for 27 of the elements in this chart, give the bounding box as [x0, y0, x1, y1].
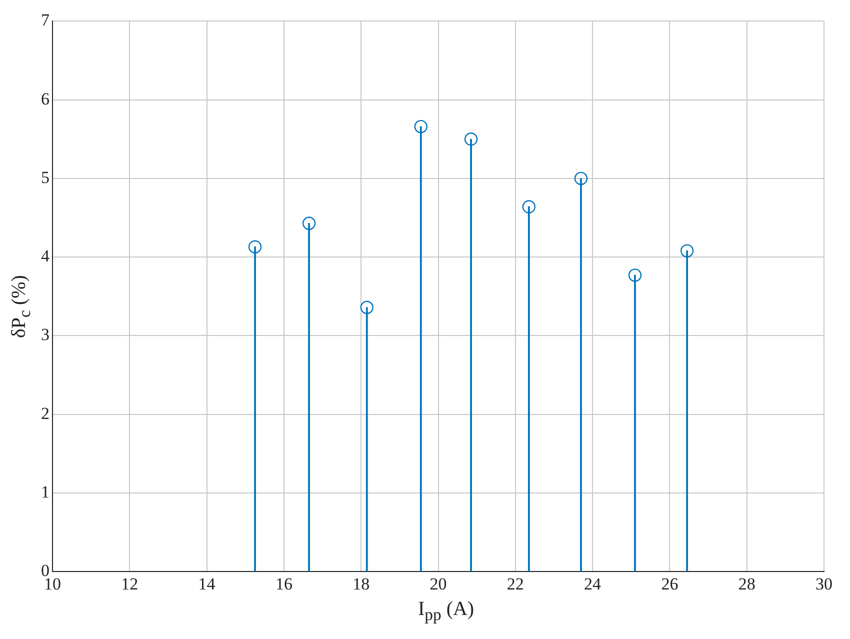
- x-tick-label: 22: [506, 574, 524, 594]
- y-tick-label: 4: [41, 246, 50, 266]
- x-tick-label: 24: [584, 574, 602, 594]
- x-tick-label: 16: [275, 574, 292, 594]
- y-tick-label: 6: [41, 89, 50, 108]
- x-tick-label: 18: [352, 574, 370, 594]
- point: [522, 200, 536, 214]
- x-tick-label: 30: [816, 574, 832, 594]
- y-tick-label: 3: [41, 325, 50, 344]
- y-tick-label: 7: [41, 10, 50, 30]
- point: [628, 268, 642, 282]
- x-tick-label: 20: [430, 574, 447, 594]
- point: [414, 120, 428, 134]
- x-tick-label: 12: [121, 574, 138, 594]
- point: [464, 132, 478, 146]
- point: [360, 300, 374, 314]
- x-tick-label: 14: [198, 574, 216, 594]
- point: [248, 240, 262, 254]
- point: [574, 172, 588, 186]
- y-tick-label: 2: [41, 404, 50, 423]
- y-tick-label: 5: [41, 168, 50, 187]
- point: [680, 244, 694, 258]
- x-tick-label: 28: [738, 574, 756, 594]
- x-axis-title: I$_{pp}$ (A): [418, 598, 474, 625]
- y-tick-label: 1: [41, 482, 50, 502]
- point: [302, 216, 316, 230]
- x-tick-label: 26: [661, 574, 678, 594]
